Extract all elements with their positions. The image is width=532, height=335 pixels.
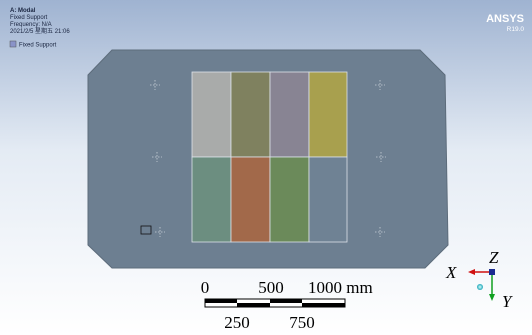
panel [192,157,231,242]
header-line: 2021/2/5 星期五 21:06 [10,27,70,35]
header-line: Frequency: N/A [10,22,52,28]
axis-label: Y [502,292,513,311]
version: R19.0 [507,26,525,33]
panel [231,72,270,157]
header-line: Fixed Support [10,15,48,21]
scale-label: 750 [289,313,315,332]
scale-segment [205,299,237,303]
panel [309,157,347,242]
scale-segment [302,303,345,307]
scale-label: 0 [201,278,210,297]
panel [192,72,231,157]
panel [309,72,347,157]
scale-segment [270,299,302,303]
legend-swatch [10,41,16,47]
scale-label: 500 [258,278,284,297]
panel [270,157,309,242]
axis-label: X [445,263,457,282]
panel [270,72,309,157]
triad-ball [477,284,483,290]
scale-label: 250 [224,313,250,332]
header-line: A: Modal [10,8,36,14]
legend-label: Fixed Support [19,43,57,49]
scale-segment [237,303,270,307]
z-axis-arrow [489,269,495,275]
panel [231,157,270,242]
viewport: A: Modal Fixed Support Frequency: N/A 20… [0,0,532,335]
scale-label: 1000 mm [308,278,373,297]
axis-label: Z [489,248,499,267]
panels [192,72,347,242]
logo: ANSYS [486,13,524,25]
